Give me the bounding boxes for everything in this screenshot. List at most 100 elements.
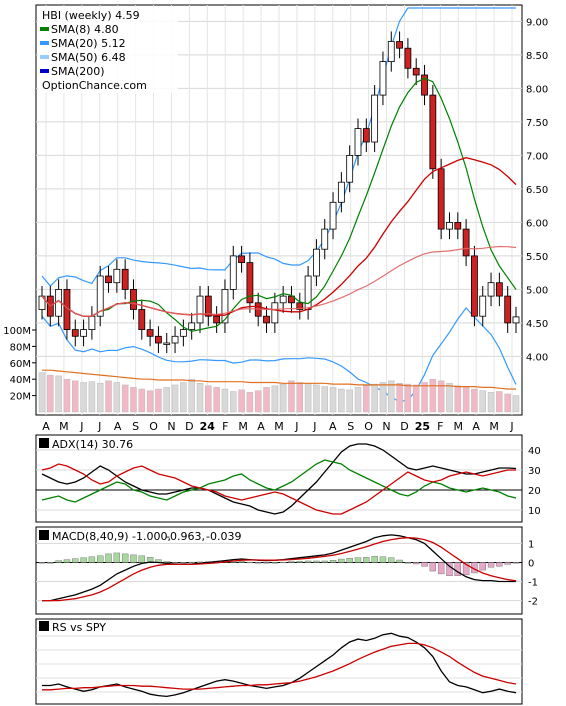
indicator-axis-tick: -2 <box>528 597 538 608</box>
candle-body <box>80 329 87 337</box>
macd-histogram-bar <box>271 562 279 564</box>
indicator-axis-tick: 10 <box>528 506 541 517</box>
lower-band-line <box>41 306 517 403</box>
macd-histogram-bar <box>47 562 54 564</box>
month-label: M <box>274 420 284 433</box>
month-label: S <box>347 420 354 433</box>
volume-bar <box>354 387 362 413</box>
volume-bar <box>471 388 478 413</box>
candle-body <box>437 168 445 230</box>
candle-body <box>213 315 221 324</box>
macd-histogram-bar <box>105 553 112 563</box>
month-label: A <box>257 420 265 433</box>
candle-body <box>379 61 387 96</box>
month-label: A <box>329 420 337 433</box>
candle-body <box>238 255 245 263</box>
candle-body <box>346 154 354 183</box>
macd-histogram-bar <box>263 562 270 564</box>
candle-body <box>96 275 104 317</box>
month-label: S <box>132 420 139 433</box>
candle-body <box>146 329 154 337</box>
volume-sma-line <box>42 369 516 390</box>
legend-label: SMA(8) 4.80 <box>51 23 119 36</box>
volume-bar <box>238 389 245 413</box>
month-label: M <box>59 420 69 433</box>
macd-histogram-bar <box>255 562 262 564</box>
price-axis-tick: 5.00 <box>526 285 548 296</box>
macd-histogram-bar <box>446 562 453 577</box>
candle-body <box>337 181 345 203</box>
month-label: J <box>79 420 83 433</box>
candle-body <box>179 329 187 337</box>
volume-bar <box>396 383 403 413</box>
indicator-line <box>41 459 517 503</box>
candle-body <box>263 315 270 324</box>
volume-bar <box>346 389 353 413</box>
volume-axis-tick: 80M <box>10 342 31 353</box>
macd-histogram-bar <box>454 562 461 577</box>
candle-body <box>462 228 470 257</box>
candle-body <box>321 228 329 250</box>
volume-bar <box>63 378 71 413</box>
macd-histogram-bar <box>113 552 121 563</box>
candle-body <box>504 295 512 324</box>
volume-bar <box>421 382 428 413</box>
legend-label: SMA(20) 5.12 <box>51 37 126 50</box>
macd-histogram-bar <box>338 558 345 563</box>
candle-body <box>421 74 428 96</box>
macd-histogram-bar <box>288 561 295 563</box>
month-label: D <box>400 420 408 433</box>
legend-label: SMA(200) <box>51 65 105 78</box>
volume-bar <box>246 392 254 413</box>
candle-body <box>396 41 403 49</box>
candle-body <box>479 295 487 317</box>
volume-bar <box>371 383 378 413</box>
indicator-axis-tick: 40 <box>528 446 541 457</box>
macd-histogram-bar <box>55 560 62 563</box>
macd-histogram-bar <box>496 562 503 567</box>
volume-bar <box>121 384 129 413</box>
volume-axis-tick: 60M <box>10 359 31 370</box>
volume-bar <box>180 382 187 413</box>
indicator-axis-tick: 1 <box>528 539 534 550</box>
month-label: A <box>472 420 480 433</box>
indicator-axis-tick: 20 <box>528 486 541 497</box>
macd-histogram-bar <box>512 562 520 564</box>
macd-histogram-bar <box>437 562 445 575</box>
upper-band-line <box>41 7 516 287</box>
macd-histogram-bar <box>346 558 353 563</box>
macd-histogram-bar <box>296 560 303 563</box>
volume-bar <box>47 374 54 413</box>
macd-histogram-bar <box>354 557 362 563</box>
month-label: J <box>312 420 316 433</box>
volume-bar <box>296 382 304 413</box>
volume-bar <box>446 383 453 413</box>
candle-body <box>304 275 312 310</box>
candle-body <box>313 248 320 277</box>
macd-histogram-bar <box>180 562 187 564</box>
volume-axis-tick: 20M <box>10 392 31 403</box>
price-axis-tick: 5.50 <box>526 252 548 263</box>
volume-bar <box>404 383 412 413</box>
macd-histogram-bar <box>97 555 104 563</box>
watermark-text: OptionChance.com <box>42 79 147 92</box>
macd-histogram-bar <box>238 561 245 563</box>
macd-histogram-bar <box>196 561 204 563</box>
candle-body <box>362 128 370 143</box>
macd-histogram-bar <box>371 555 378 563</box>
volume-bar <box>496 391 503 413</box>
volume-axis-tick: 100M <box>3 326 31 337</box>
candle-body <box>221 288 229 324</box>
candle-body <box>271 302 279 324</box>
price-axis-tick: 4.50 <box>526 319 548 330</box>
month-label: 25 <box>415 420 430 433</box>
month-label: A <box>42 420 50 433</box>
price-axis-tick: 9.00 <box>526 17 548 28</box>
volume-bar <box>155 388 162 413</box>
macd-histogram-bar <box>163 561 170 563</box>
macd-histogram-bar <box>72 558 79 563</box>
volume-bar <box>188 378 195 413</box>
month-label: J <box>294 420 298 433</box>
macd-histogram-bar <box>396 559 403 563</box>
month-label: N <box>382 420 390 433</box>
